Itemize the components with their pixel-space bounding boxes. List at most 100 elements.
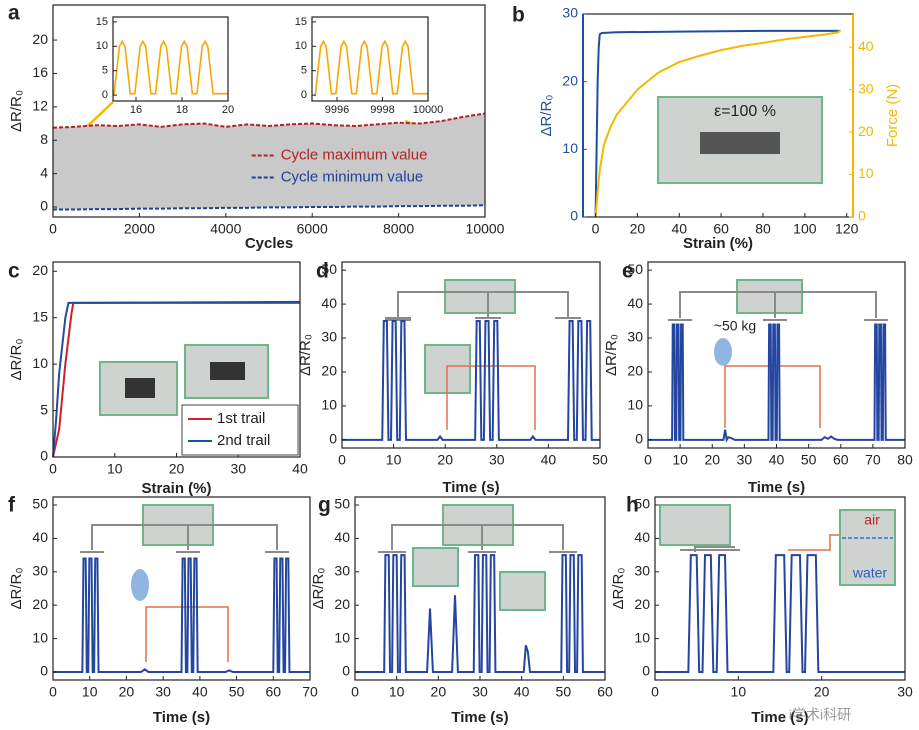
panel: 0 10 20 30 0 10 20 30 40 50 Time (s) ΔR/R₀ h air water…: [610, 494, 913, 726]
panel: 0 10 20 30 40 0 5 10 15 20 Strain (%) ΔR/R₀ c 1st tra…: [8, 260, 308, 497]
y2-tick-label: 30: [858, 80, 874, 96]
decorations: [54, 96, 896, 662]
panel-label: b: [512, 4, 525, 27]
person-icon: [131, 569, 149, 601]
data-line: [355, 554, 605, 673]
y-tick-label: 10: [295, 40, 307, 52]
x-tick-label: 10: [389, 684, 405, 700]
photo-detail: [700, 132, 780, 154]
panel: 16 18 20 0 5 10 15: [96, 16, 234, 116]
bracket: [391, 524, 564, 550]
y-axis-title: ΔR/R₀: [8, 567, 25, 609]
y2-axis-title: Force (N): [884, 84, 901, 147]
plot-frame: [52, 496, 311, 681]
data-line: [113, 39, 228, 95]
x-tick-label: 10000: [466, 221, 505, 237]
x-tick-label: 60: [713, 221, 729, 237]
x-axis-title: Strain (%): [683, 235, 753, 252]
panel: 0 10 20 30 40 50 60 0 10 20 30 40 50 Time (s) ΔR/R₀ g: [310, 494, 613, 726]
y2-tick-label: 0: [858, 208, 866, 224]
annotation: ~50 kg: [714, 318, 756, 334]
x-tick-label: 30: [737, 452, 753, 468]
x-tick-label: 30: [230, 461, 246, 477]
x-tick-label: 10: [82, 684, 98, 700]
y-tick-label: 30: [32, 563, 48, 579]
legend-box: [181, 404, 299, 456]
y-tick-label: 30: [562, 5, 578, 21]
panel-label: h: [626, 494, 639, 517]
photo: [412, 547, 459, 587]
y-tick-label: 40: [321, 295, 337, 311]
x-tick-label: 40: [292, 461, 308, 477]
y-axis-title: ΔR/R₀: [310, 567, 327, 609]
y2-tick-label: 40: [858, 38, 874, 54]
y-tick-label: 0: [301, 89, 307, 101]
y-tick-label: 30: [321, 329, 337, 345]
annotation: air: [864, 512, 880, 528]
x-tick-label: 60: [265, 684, 281, 700]
panel: 0 10 20 30 40 50 60 70 80 0 10 20 30 40 50 Time (s) ΔR/R…: [603, 260, 913, 496]
x-axis-title: Time (s): [451, 709, 508, 726]
y-tick-label: 40: [334, 529, 350, 545]
person-icon: [714, 338, 732, 366]
y2-tick-label: 10: [858, 165, 874, 181]
data-line: [648, 323, 905, 443]
x-tick-label: 20: [222, 104, 234, 116]
x-tick-label: 20: [704, 452, 720, 468]
y-tick-label: 5: [102, 65, 108, 77]
y-tick-label: 0: [102, 89, 108, 101]
x-tick-label: 120: [835, 221, 859, 237]
x-tick-label: 30: [155, 684, 171, 700]
x-tick-label: 40: [192, 684, 208, 700]
photo: [659, 504, 731, 546]
x-axis-title: Strain (%): [141, 480, 211, 497]
x-tick-label: 10: [386, 452, 402, 468]
y-tick-label: 50: [634, 496, 650, 512]
legend-label: 2nd trail: [217, 432, 270, 449]
y-tick-label: 40: [634, 529, 650, 545]
annotation: water: [852, 565, 888, 581]
x-tick-label: 10: [672, 452, 688, 468]
y-tick-label: 4: [40, 164, 48, 180]
x-tick-label: 20: [437, 452, 453, 468]
x-tick-label: 0: [644, 452, 652, 468]
x-tick-label: 20: [169, 461, 185, 477]
photo: [839, 509, 896, 586]
x-tick-label: 50: [229, 684, 245, 700]
x-axis-title: Cycles: [245, 235, 293, 252]
plot-frame: [654, 496, 906, 681]
x-tick-label: 0: [592, 221, 600, 237]
x-tick-label: 20: [119, 684, 135, 700]
photo-detail: [125, 378, 155, 398]
y-tick-label: 50: [32, 496, 48, 512]
data-line: [655, 554, 905, 673]
x-tick-label: 0: [338, 452, 346, 468]
x-tick-label: 16: [130, 104, 142, 116]
x-tick-label: 4000: [210, 221, 241, 237]
photo: [444, 279, 516, 314]
y-tick-label: 10: [334, 629, 350, 645]
legend-label: Cycle maximum value: [281, 146, 428, 163]
y-tick-label: 20: [32, 262, 48, 278]
y-tick-label: 16: [32, 64, 48, 80]
x-tick-label: 30: [897, 684, 913, 700]
y-tick-label: 20: [634, 596, 650, 612]
y-tick-label: 15: [32, 308, 48, 324]
y-tick-label: 10: [321, 397, 337, 413]
panel-label: a: [8, 2, 20, 25]
y-tick-label: 50: [627, 261, 643, 277]
x-tick-label: 50: [556, 684, 572, 700]
x-tick-label: 70: [865, 452, 881, 468]
x-tick-label: 60: [833, 452, 849, 468]
x-tick-label: 30: [472, 684, 488, 700]
y-axis-title: ΔR/R₀: [8, 90, 25, 132]
x-tick-label: 9998: [370, 104, 394, 116]
x-tick-label: 2000: [124, 221, 155, 237]
x-tick-label: 80: [897, 452, 913, 468]
data-line: [53, 557, 310, 673]
y-tick-label: 5: [40, 401, 48, 417]
data-line: [594, 29, 841, 218]
photo: [736, 279, 803, 314]
x-tick-label: 40: [671, 221, 687, 237]
x-tick-label: 20: [814, 684, 830, 700]
